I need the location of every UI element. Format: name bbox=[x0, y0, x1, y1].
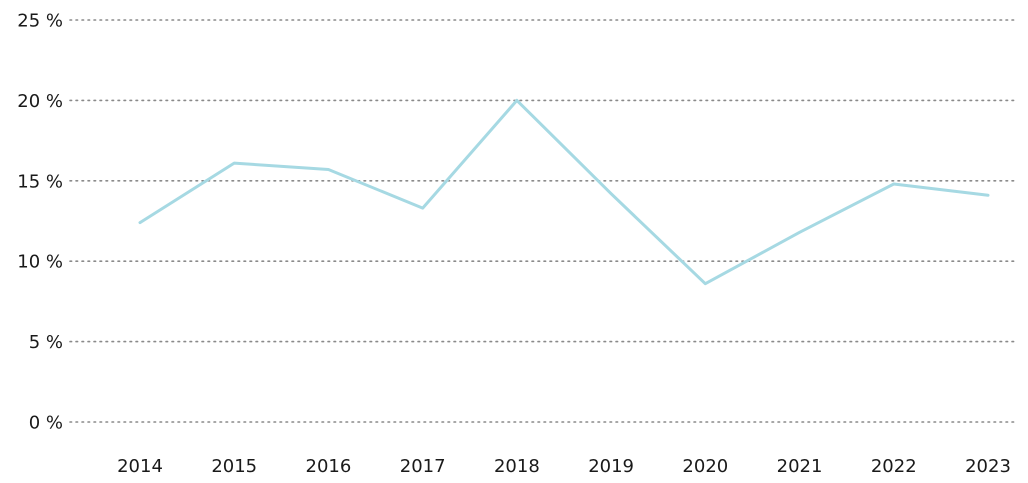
y-tick-label: 10 % bbox=[17, 252, 63, 273]
y-axis-tick-labels: 0 % 5 % 10 % 15 % 20 % 25 % bbox=[17, 11, 63, 434]
x-tick-label: 2021 bbox=[777, 456, 823, 477]
y-tick-label: 15 % bbox=[17, 171, 63, 192]
y-tick-label: 25 % bbox=[17, 11, 63, 32]
y-tick-label: 0 % bbox=[29, 413, 63, 434]
x-tick-label: 2014 bbox=[117, 456, 163, 477]
x-tick-label: 2017 bbox=[400, 456, 446, 477]
x-tick-label: 2019 bbox=[588, 456, 634, 477]
series-line-0 bbox=[138, 98, 990, 286]
x-tick-label: 2022 bbox=[871, 456, 917, 477]
grid-lines bbox=[69, 19, 1019, 423]
series-lines bbox=[138, 98, 990, 286]
x-tick-label: 2023 bbox=[965, 456, 1011, 477]
x-axis-tick-labels: 2014 2015 2016 2017 2018 2019 2020 2021 2022 2023 bbox=[117, 456, 1011, 477]
y-tick-label: 5 % bbox=[29, 332, 63, 353]
x-tick-label: 2018 bbox=[494, 456, 540, 477]
x-tick-label: 2016 bbox=[306, 456, 352, 477]
y-tick-label: 20 % bbox=[17, 91, 63, 112]
x-tick-label: 2020 bbox=[682, 456, 728, 477]
x-tick-label: 2015 bbox=[211, 456, 257, 477]
